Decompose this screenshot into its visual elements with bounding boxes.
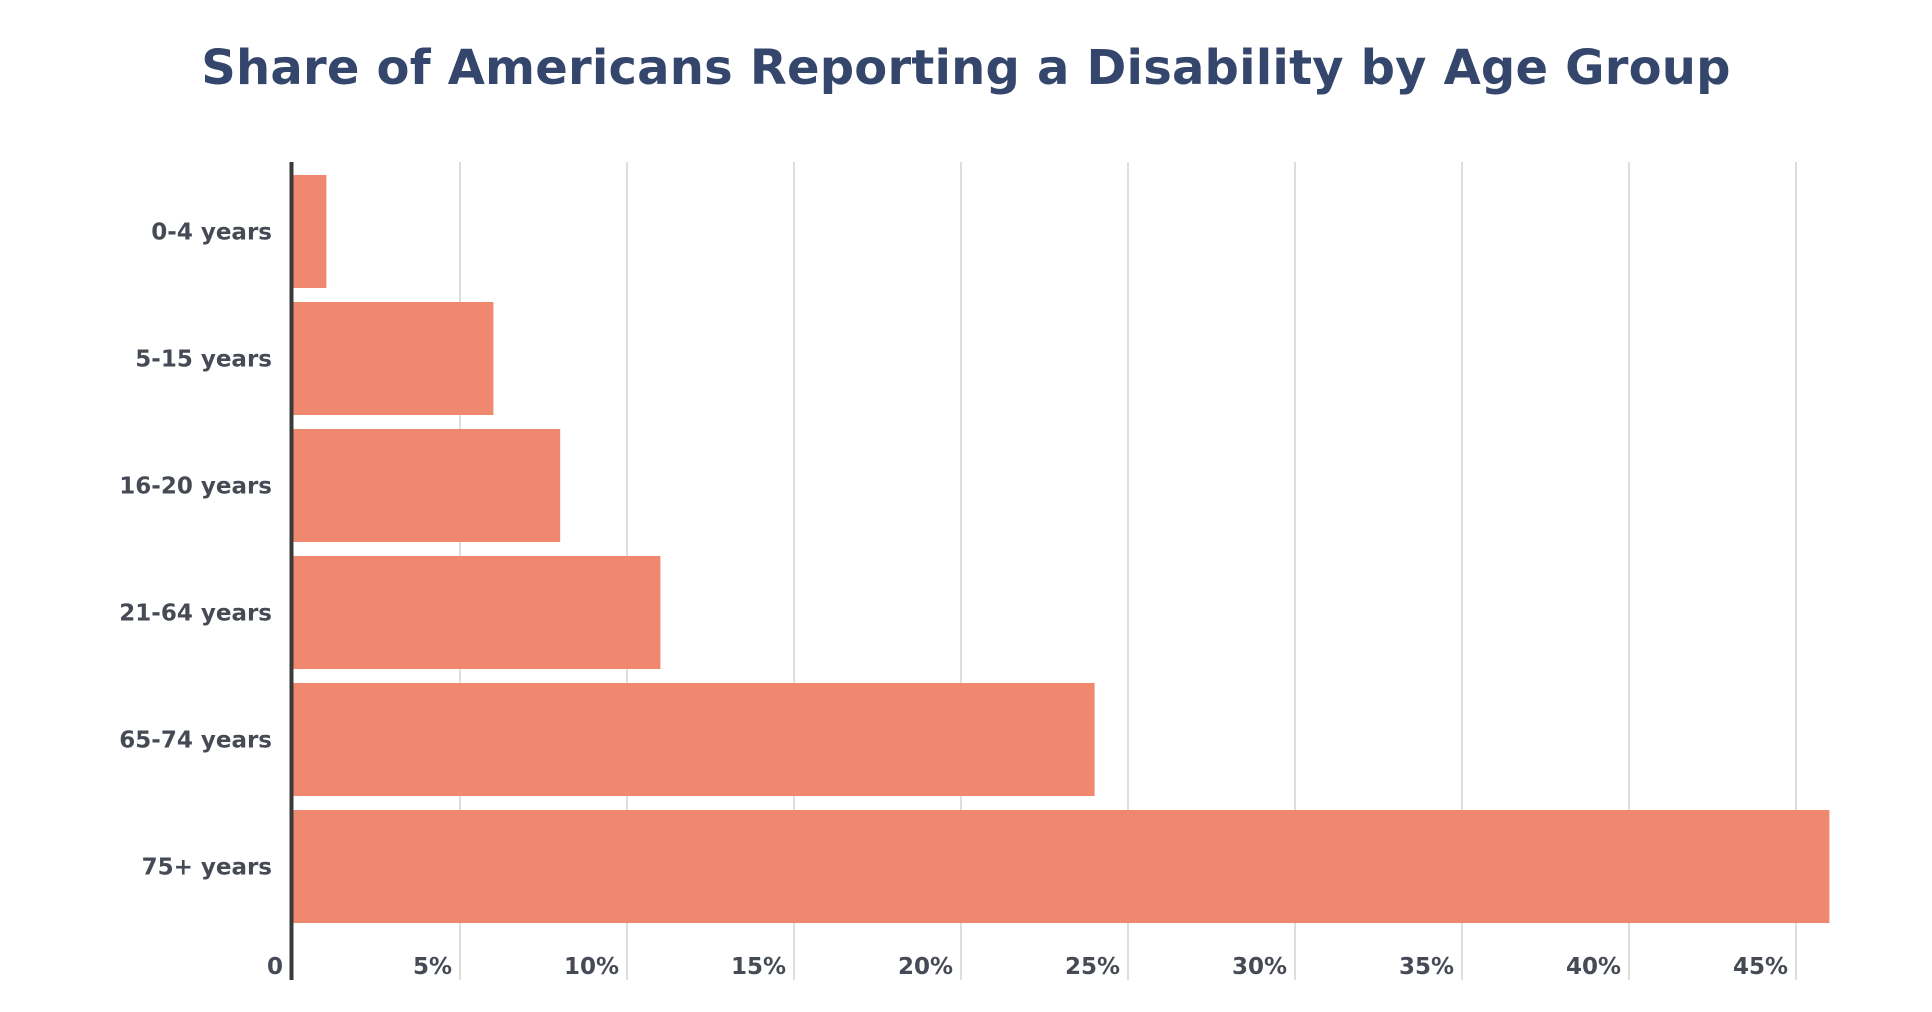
x-tick-label: 10% (564, 954, 619, 980)
x-tick-label: 20% (898, 954, 953, 980)
bar (293, 429, 561, 542)
bar (293, 683, 1095, 796)
x-tick-label: 40% (1566, 954, 1621, 980)
chart-title: Share of Americans Reporting a Disabilit… (201, 40, 1731, 96)
x-tick-label: 15% (731, 954, 786, 980)
x-tick-label: 35% (1399, 954, 1454, 980)
bar (293, 302, 494, 415)
x-tick-label: 25% (1065, 954, 1120, 980)
category-label: 0-4 years (151, 220, 272, 246)
category-label: 21-64 years (119, 601, 272, 627)
category-label: 5-15 years (135, 347, 272, 373)
category-label: 75+ years (142, 855, 272, 881)
x-tick-label: 30% (1232, 954, 1287, 980)
category-label: 16-20 years (119, 474, 272, 500)
bar (293, 175, 327, 288)
bar (293, 810, 1830, 923)
x-tick-label: 5% (413, 954, 452, 980)
x-tick-label: 45% (1733, 954, 1788, 980)
category-labels: 0-4 years 5-15 years 16-20 years 21-64 year… (119, 220, 272, 881)
x-tick-label: 0 (267, 954, 283, 980)
bar (293, 556, 661, 669)
category-label: 65-74 years (119, 728, 272, 754)
x-tick-labels: 0 5% 10% 15% 20% 25% 30% 35% 40% 45% (267, 954, 1788, 980)
bars (293, 175, 1830, 923)
